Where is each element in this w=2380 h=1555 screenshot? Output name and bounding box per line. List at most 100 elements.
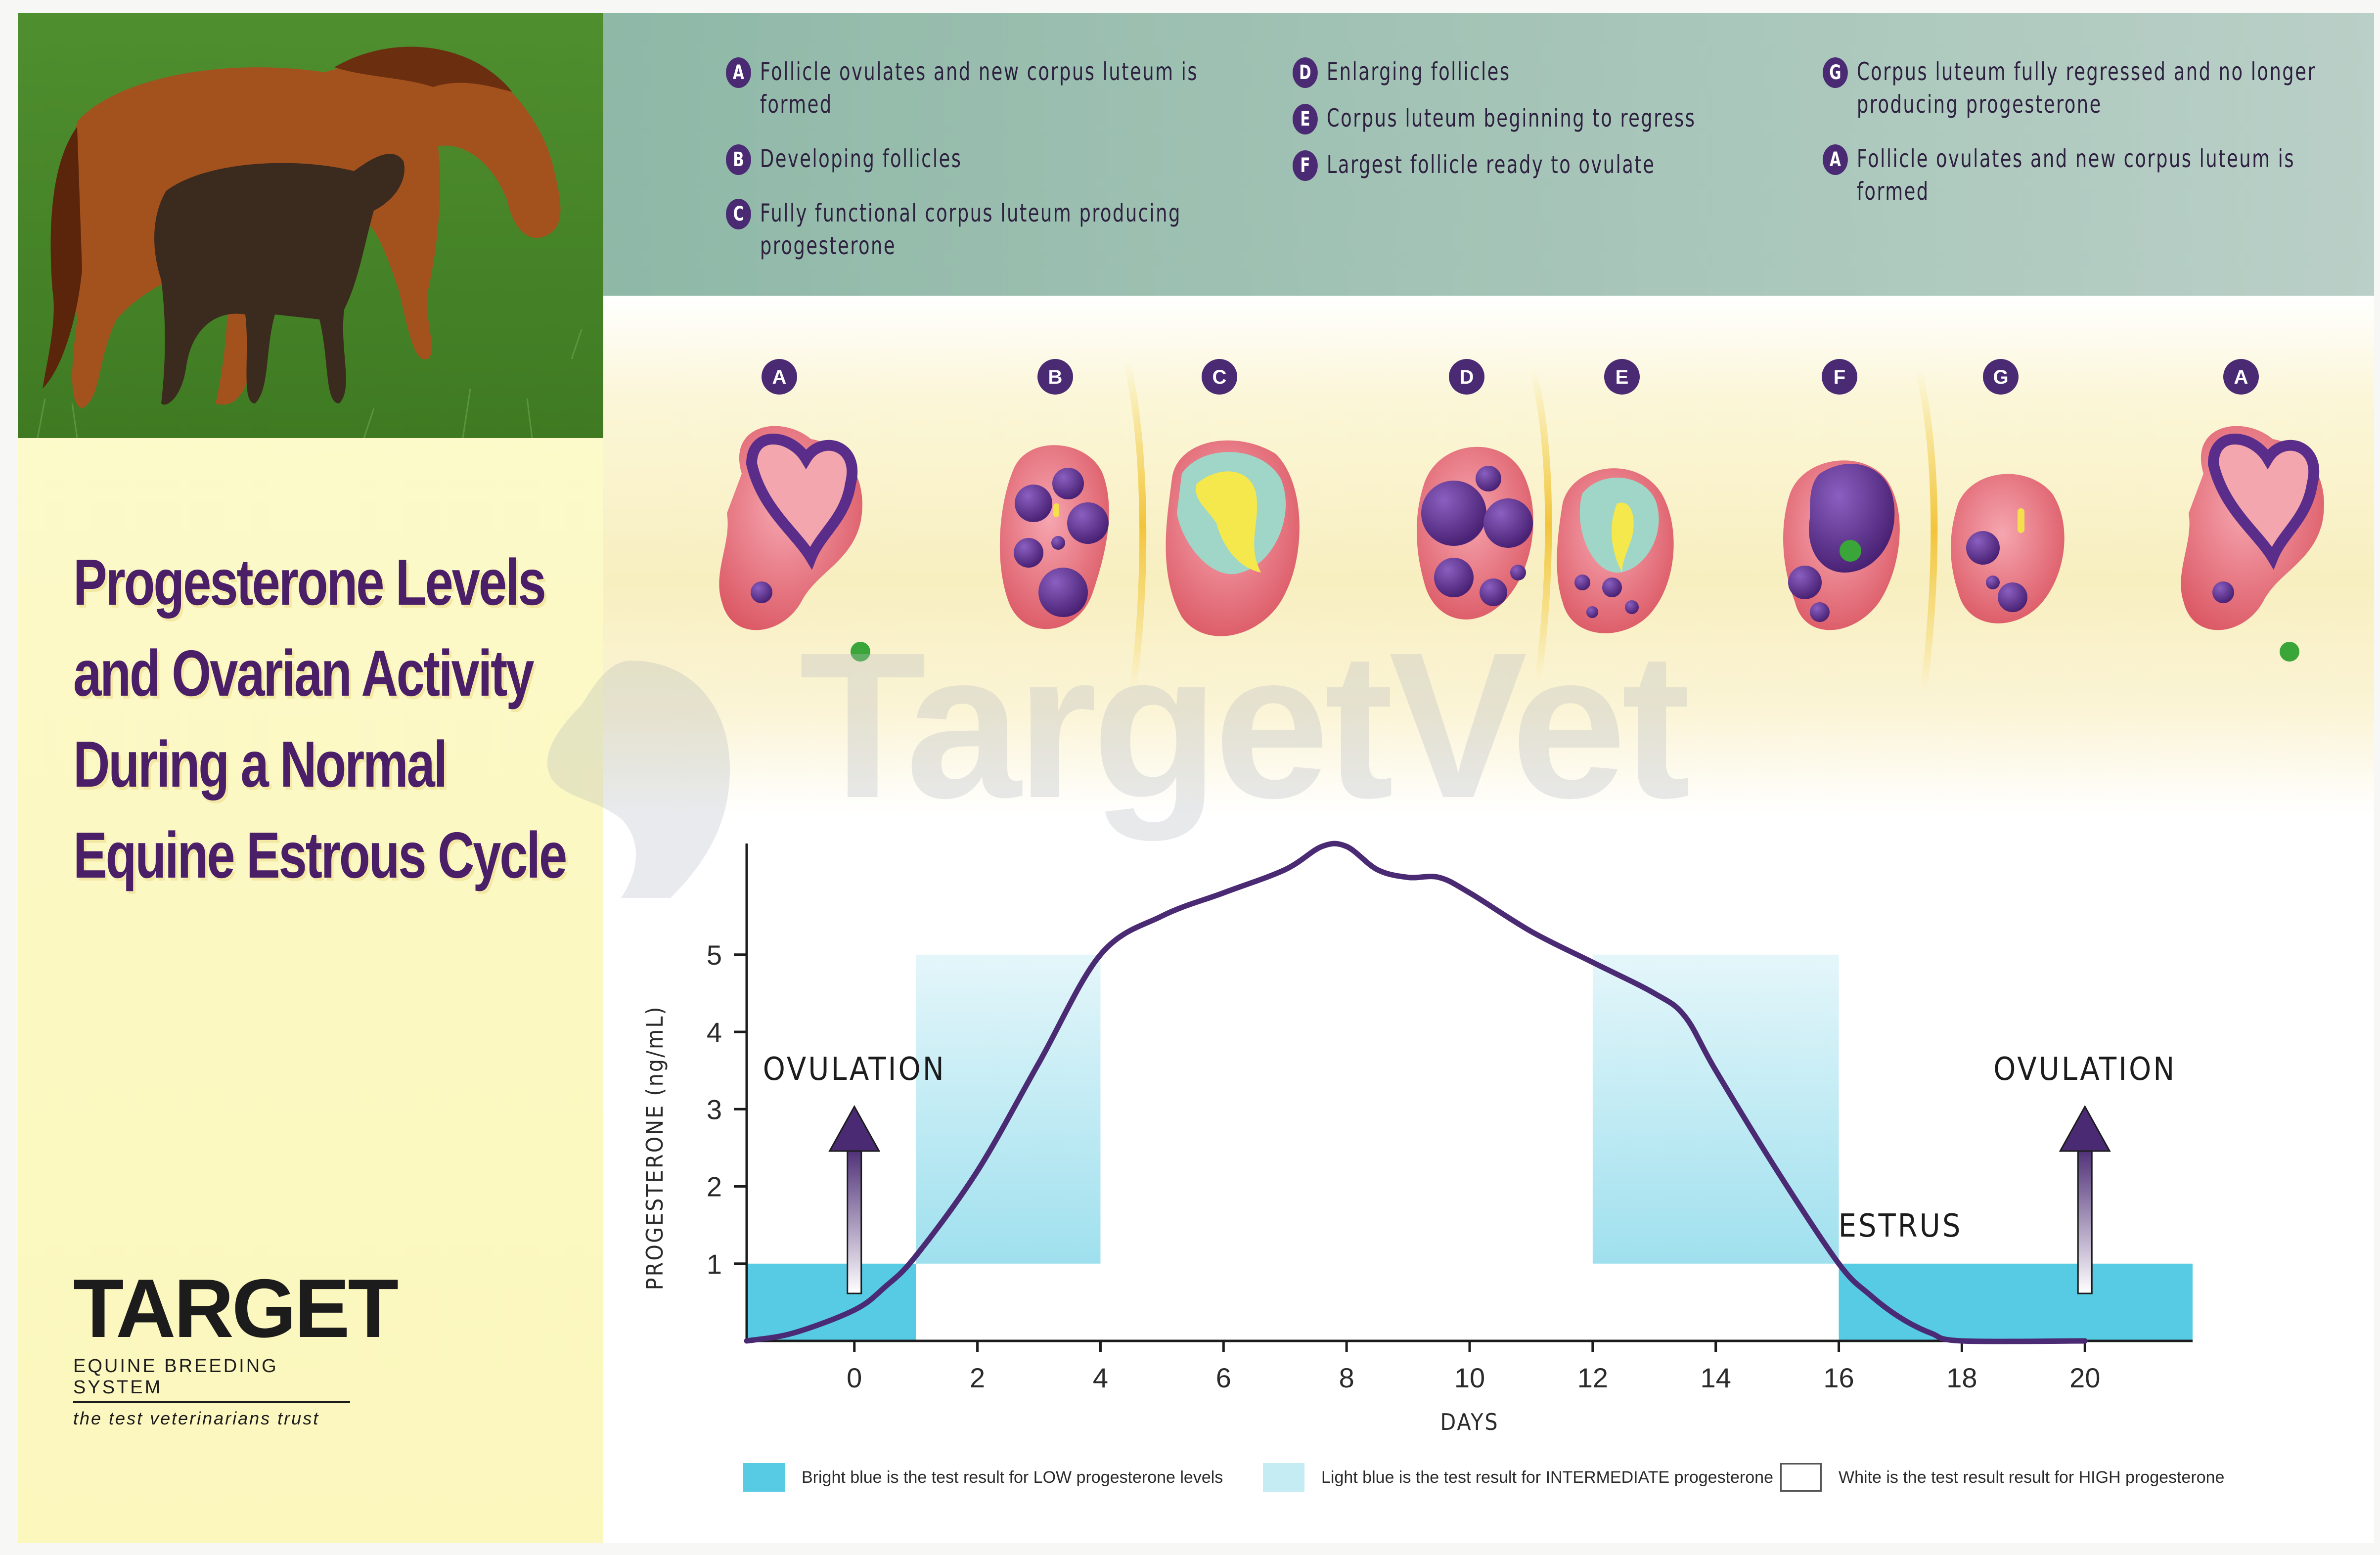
x-tick-label: 14	[1701, 1362, 1731, 1393]
ovary-badge-f: F	[1822, 359, 1857, 395]
ovary-badge-a: A	[762, 359, 797, 395]
legend-text: Corpus luteum fully regressed and no lon…	[1856, 57, 2316, 119]
badge-icon: D	[1293, 57, 1318, 88]
chart-annotations: OVULATION OVULATION ESTRUS	[763, 1051, 2176, 1294]
horse-photo-illustration	[18, 13, 603, 438]
legend-swatch	[743, 1463, 785, 1492]
badge-icon: E	[1293, 104, 1318, 134]
ovary-badge-a-2: A	[2223, 359, 2259, 395]
y-tick-label: 2	[707, 1171, 722, 1202]
legend-text: Follicle ovulates and new corpus luteum …	[1856, 144, 2295, 206]
legend-text: Enlarging follicles	[1326, 57, 1511, 86]
band-intermediate	[1592, 954, 1839, 1264]
y-tick-label: 3	[707, 1094, 722, 1125]
poster: Progesterone Levels and Ovarian Activity…	[18, 13, 2374, 1543]
legend-column-1: A Follicle ovulates and new corpus luteum…	[726, 55, 1336, 284]
horse-photo	[18, 13, 603, 438]
stage-legend: A Follicle ovulates and new corpus luteum…	[603, 13, 2374, 296]
legend-swatch	[1780, 1463, 1822, 1492]
estrus-label: ESTRUS	[1839, 1208, 1963, 1244]
y-tick-label: 4	[707, 1017, 722, 1048]
badge-icon: G	[1823, 57, 1848, 88]
x-axis-title: DAYS	[1440, 1409, 1499, 1435]
ovary-badge-b: B	[1037, 359, 1073, 395]
legend-text: Corpus luteum beginning to regress	[1326, 104, 1696, 133]
title-line-2: and Ovarian Activity	[73, 637, 535, 710]
legend-item: A Follicle ovulates and new corpus luteum…	[1823, 142, 2323, 208]
badge-icon: A	[726, 57, 751, 88]
brand-tagline: the test veterinarians trust	[73, 1408, 320, 1428]
y-tick-label: 1	[707, 1248, 722, 1280]
legend-label: Bright blue is the test result for LOW p…	[802, 1468, 1223, 1487]
ovary-stage-d	[1417, 446, 1533, 620]
badge-icon: B	[726, 144, 751, 175]
ovary-badge-d: D	[1449, 359, 1484, 395]
left-panel: Progesterone Levels and Ovarian Activity…	[18, 13, 603, 1543]
title-line-3: During a Normal	[73, 728, 448, 800]
x-tick-label: 18	[1946, 1362, 1977, 1393]
x-tick-label: 6	[1216, 1362, 1231, 1393]
ovary-badge-e: E	[1604, 359, 1640, 395]
ovary-stage-e	[1557, 468, 1674, 633]
legend-text: Developing follicles	[760, 144, 962, 173]
progesterone-curve	[744, 841, 2088, 1344]
legend-column-3: G Corpus luteum fully regressed and no lo…	[1823, 55, 2380, 229]
x-tick-label: 20	[2069, 1362, 2100, 1393]
ovary-badge-label: E	[1616, 366, 1629, 388]
band-low	[1839, 1263, 2193, 1341]
ovary-stage-g	[1951, 474, 2065, 623]
ovary-badge-label: A	[2234, 366, 2248, 388]
band-low	[747, 1263, 916, 1341]
ovary-illustrations: A B C D E F G A	[719, 359, 2324, 692]
watermark-horse-head-icon	[547, 661, 730, 898]
y-axis-title: PROGESTERONE (ng/mL)	[641, 1005, 668, 1290]
ovary-stage-b	[999, 445, 1109, 629]
ovulation-arrow	[2077, 1144, 2093, 1294]
ovulation-arrow-head	[2059, 1105, 2111, 1152]
ovary-badge-label: B	[1048, 366, 1063, 388]
legend-item: F Largest follicle ready to ovulate	[1293, 148, 1793, 181]
ovary-stage-f	[1783, 460, 1900, 630]
ovary-badge-label: F	[1834, 366, 1845, 388]
x-tick-label: 0	[847, 1362, 862, 1393]
badge-icon: A	[1823, 144, 1848, 175]
legend-item: C Fully functional corpus luteum producin…	[726, 197, 1226, 262]
x-tick-label: 2	[970, 1362, 985, 1393]
x-tick-label: 10	[1454, 1362, 1485, 1393]
x-tick-label: 8	[1339, 1362, 1354, 1393]
ovary-stage-c	[1166, 440, 1300, 636]
test-result-bands	[747, 954, 2193, 1341]
legend-column-2: D Enlarging follicles E Corpus luteum begi…	[1293, 55, 1903, 203]
legend-swatch	[1263, 1463, 1304, 1492]
stage-separator	[1529, 369, 1552, 682]
ovulation-arrow-head	[828, 1105, 881, 1152]
ovary-badge-label: D	[1460, 366, 1474, 388]
x-tick-label: 12	[1577, 1362, 1608, 1393]
x-tick-label: 16	[1823, 1362, 1854, 1393]
legend-text: Largest follicle ready to ovulate	[1326, 150, 1656, 179]
ovulation-label: OVULATION	[763, 1051, 946, 1088]
ovulation-arrow	[847, 1144, 862, 1294]
ovulation-label: OVULATION	[1993, 1051, 2176, 1088]
legend-item: D Enlarging follicles	[1293, 55, 1793, 88]
ovary-badge-label: G	[1993, 366, 2008, 388]
brand-logo: TARGET EQUINE BREEDING SYSTEM the test v…	[73, 1267, 419, 1429]
brand-system: EQUINE BREEDING SYSTEM	[73, 1356, 350, 1403]
legend-item: G Corpus luteum fully regressed and no lo…	[1823, 55, 2323, 121]
ovary-badge-label: A	[772, 366, 787, 388]
legend-text: Follicle ovulates and new corpus luteum …	[760, 57, 1199, 119]
stage-separator	[1915, 369, 1938, 692]
ovary-stage-a-2	[2181, 426, 2324, 662]
y-tick-label: 5	[707, 939, 722, 971]
badge-icon: C	[726, 199, 751, 229]
ovary-badge-c: C	[1202, 359, 1237, 395]
legend-item: A Follicle ovulates and new corpus luteum…	[726, 55, 1226, 121]
title-line-4: Equine Estrous Cycle	[73, 819, 567, 891]
ovary-stages: A B C D E F G A	[603, 296, 2374, 815]
chart-legend: Bright blue is the test result for LOW p…	[603, 1449, 2374, 1504]
legend-item: E Corpus luteum beginning to regress	[1293, 102, 1793, 134]
legend-label: Light blue is the test result for INTERM…	[1321, 1468, 1773, 1487]
